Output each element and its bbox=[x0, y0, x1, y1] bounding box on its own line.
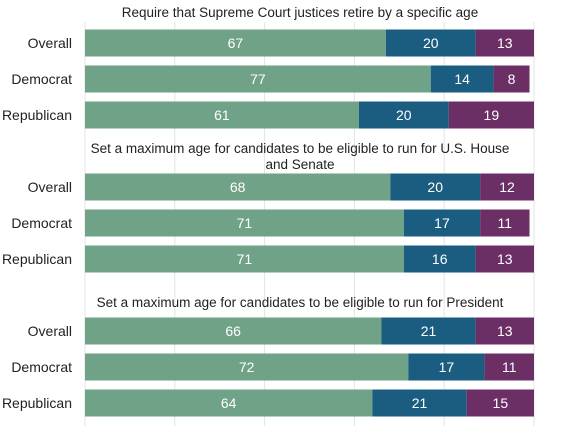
category-label: Democrat bbox=[11, 359, 72, 375]
data-label: 8 bbox=[508, 71, 516, 87]
data-label: 20 bbox=[427, 179, 443, 195]
bar-segment bbox=[85, 317, 382, 345]
bar-segment bbox=[408, 353, 485, 381]
data-label: 21 bbox=[421, 323, 437, 339]
bar-segment bbox=[480, 173, 534, 201]
category-label: Republican bbox=[2, 251, 72, 267]
data-label: 13 bbox=[497, 323, 513, 339]
category-label: Overall bbox=[28, 323, 72, 339]
bar-segment bbox=[385, 29, 476, 57]
data-label: 19 bbox=[484, 107, 500, 123]
panel-title: Require that Supreme Court justices reti… bbox=[122, 5, 478, 20]
category-label: Overall bbox=[28, 179, 72, 195]
category-label: Republican bbox=[2, 395, 72, 411]
data-label: 67 bbox=[228, 35, 244, 51]
bar-segment bbox=[484, 353, 534, 381]
panel-title: Set a maximum age for candidates to be e… bbox=[91, 141, 510, 172]
data-label: 20 bbox=[396, 107, 412, 123]
bar-segment bbox=[85, 101, 359, 129]
data-label: 71 bbox=[237, 251, 253, 267]
data-label: 17 bbox=[439, 359, 455, 375]
bar-segment bbox=[85, 209, 404, 237]
bar-segment bbox=[358, 101, 449, 129]
bar-segment bbox=[372, 389, 467, 417]
data-label: 68 bbox=[230, 179, 246, 195]
data-label: 71 bbox=[237, 215, 253, 231]
bar-segment bbox=[430, 65, 494, 93]
bar-segment bbox=[85, 353, 409, 381]
bar-segment bbox=[475, 29, 534, 57]
bar-segment bbox=[480, 209, 530, 237]
data-label: 66 bbox=[225, 323, 241, 339]
panel-title: Set a maximum age for candidates to be e… bbox=[97, 295, 504, 310]
bar-segment bbox=[448, 101, 534, 129]
bar-segment bbox=[390, 173, 481, 201]
data-label: 11 bbox=[502, 359, 517, 375]
data-label: 15 bbox=[493, 395, 509, 411]
data-label: 64 bbox=[221, 395, 237, 411]
bar-segment bbox=[403, 209, 481, 237]
data-label: 21 bbox=[412, 395, 428, 411]
data-label: 17 bbox=[434, 215, 450, 231]
data-label: 12 bbox=[499, 179, 515, 195]
data-label: 11 bbox=[498, 215, 513, 231]
data-label: 14 bbox=[454, 71, 470, 87]
category-label: Overall bbox=[28, 35, 72, 51]
bar-segment bbox=[466, 389, 534, 417]
category-label: Democrat bbox=[11, 71, 72, 87]
data-label: 77 bbox=[250, 71, 266, 87]
bar-segment bbox=[85, 173, 391, 201]
category-label: Republican bbox=[2, 107, 72, 123]
data-label: 13 bbox=[497, 35, 513, 51]
bar-segment bbox=[85, 245, 404, 273]
data-label: 16 bbox=[432, 251, 448, 267]
data-label: 20 bbox=[423, 35, 439, 51]
bar-segment bbox=[85, 65, 431, 93]
bar-segment bbox=[475, 317, 534, 345]
bar-segment bbox=[85, 389, 373, 417]
category-label: Democrat bbox=[11, 215, 72, 231]
data-label: 13 bbox=[497, 251, 513, 267]
bar-segment bbox=[381, 317, 476, 345]
data-label: 61 bbox=[214, 107, 230, 123]
bar-segment bbox=[493, 65, 530, 93]
bar-segment bbox=[403, 245, 476, 273]
bar-segment bbox=[85, 29, 386, 57]
bar-segment bbox=[475, 245, 534, 273]
data-label: 72 bbox=[239, 359, 255, 375]
